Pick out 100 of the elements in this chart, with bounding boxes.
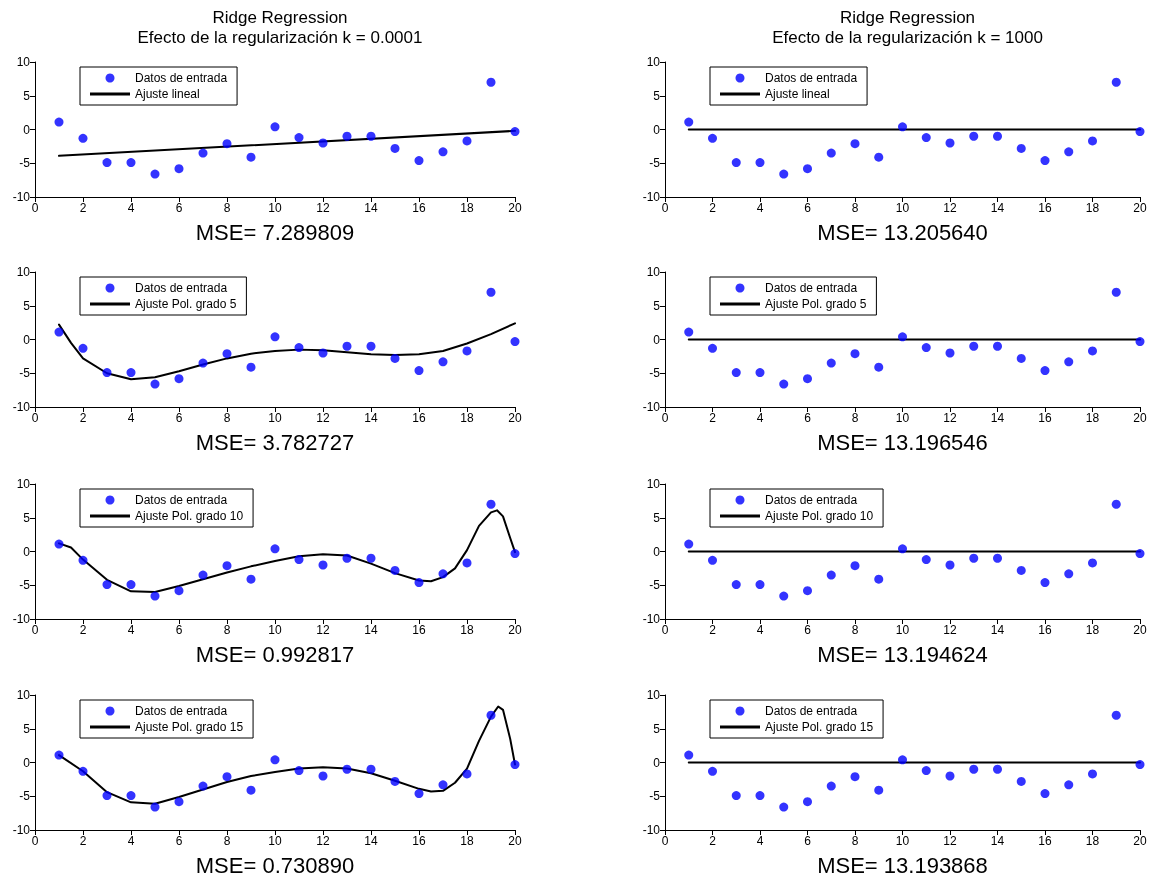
point [438,780,448,790]
y-tick-label: 10 [646,477,661,491]
legend-label: Ajuste Pol. grado 10 [765,509,874,523]
point [969,341,979,351]
point [779,802,789,812]
x-tick-label: 2 [79,623,87,637]
point [54,750,64,760]
x-tick-label: 14 [364,834,378,848]
point [102,158,112,168]
x-tick-label: 20 [508,623,522,637]
point [510,760,520,770]
x-tick-label: 20 [1133,834,1147,848]
point [850,561,860,571]
point [390,143,400,153]
point [318,348,328,358]
x-tick-label: 10 [895,623,910,637]
y-tick-label: 5 [653,298,661,313]
x-tick-label: 8 [223,201,231,215]
y-tick-label: -5 [19,156,31,171]
x-tick-label: 14 [990,411,1005,425]
x-tick-label: 6 [804,834,812,848]
point [246,785,256,795]
point [366,341,376,351]
y-tick-label: -10 [12,612,31,626]
point [438,357,448,367]
point [318,560,328,570]
y-tick-label: 10 [16,265,31,279]
y-tick-label: 10 [646,688,661,702]
legend-label: Datos de entrada [765,281,858,295]
point [1135,337,1145,347]
point [779,169,789,179]
legend-label: Datos de entrada [765,704,858,718]
point [270,122,280,132]
point [342,764,352,774]
point [1064,147,1074,157]
x-tick-label: 16 [412,411,426,425]
point [1111,77,1121,87]
point [1088,558,1097,568]
x-axis-title: MSE= 13.205640 [817,219,988,245]
point [993,131,1002,141]
y-tick-label: -10 [642,400,661,414]
point [803,586,812,596]
point [390,353,400,363]
point [318,771,328,781]
point [803,374,812,384]
y-tick-label: 5 [23,298,31,313]
point [993,764,1002,774]
point [342,553,352,563]
point [270,332,280,342]
x-tick-label: 18 [1085,411,1100,425]
point [826,781,836,791]
x-tick-label: 6 [175,834,183,848]
x-tick-label: 10 [895,201,910,215]
point [126,580,136,590]
x-tick-label: 18 [460,834,474,848]
point [993,341,1002,351]
x-tick-label: 16 [412,623,426,637]
point [510,127,520,137]
point [1064,357,1074,367]
x-tick-label: 14 [364,411,378,425]
point [1040,578,1050,588]
x-tick-label: 20 [508,411,522,425]
y-tick-label: -5 [649,578,661,593]
point [126,158,136,168]
point [174,586,184,596]
x-tick-label: 12 [316,623,330,637]
point [54,327,64,337]
chart-title: Ridge Regression [839,8,976,27]
point [486,287,496,297]
point [708,766,717,776]
point [414,789,424,799]
point [78,133,88,143]
point [150,169,160,179]
x-tick-label: 18 [1085,834,1100,848]
point [874,362,884,372]
x-axis-title: MSE= 13.196546 [817,429,988,455]
point [126,791,136,801]
point [1016,565,1026,575]
point [414,366,424,376]
x-tick-label: 18 [460,411,474,425]
legend-label: Ajuste Pol. grado 10 [135,509,244,523]
point [1064,569,1074,579]
x-tick-label: 14 [990,201,1005,215]
point [54,117,64,127]
x-tick-label: 8 [851,201,859,215]
point [246,574,256,584]
point [731,368,741,378]
point [462,136,472,146]
x-axis-title: MSE= 7.289809 [195,219,355,245]
legend-label: Ajuste Pol. grado 5 [765,297,867,311]
point [246,362,256,372]
x-tick-label: 8 [223,411,231,425]
y-tick-label: 10 [646,265,661,279]
point [874,785,884,795]
x-tick-label: 18 [460,623,474,637]
point [462,558,472,568]
legend-label: Datos de entrada [135,704,228,718]
point [1111,499,1121,509]
point [294,766,304,776]
point [708,133,717,143]
